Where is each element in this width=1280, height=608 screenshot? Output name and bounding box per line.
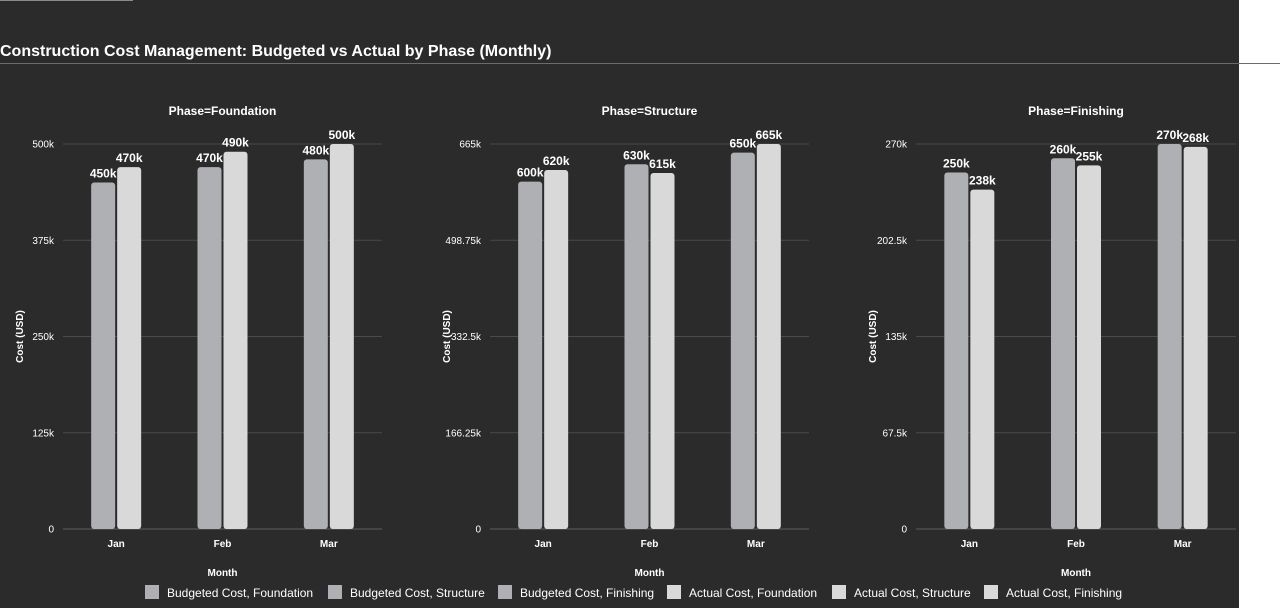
bar-budgeted (303, 159, 328, 529)
data-label: 600k (517, 166, 544, 180)
data-label: 490k (222, 136, 249, 150)
data-label: 238k (969, 174, 996, 188)
data-label: 620k (543, 154, 570, 168)
bar-actual (1183, 146, 1208, 529)
x-tick-label: Jan (961, 539, 978, 550)
y-tick-label: 0 (48, 525, 54, 536)
data-label: 500k (328, 128, 355, 142)
legend-swatch (984, 585, 998, 599)
x-tick-label: Mar (320, 539, 338, 550)
bar-actual (650, 172, 675, 529)
legend-label: Actual Cost, Finishing (1006, 586, 1122, 600)
top-tab-indicator (0, 0, 133, 1)
chart-title: Construction Cost Management: Budgeted v… (0, 43, 552, 60)
facet-title: Phase=Foundation (169, 104, 277, 118)
y-tick-label: 498.75k (445, 236, 482, 247)
bar-budgeted (730, 152, 755, 529)
x-tick-label: Feb (641, 539, 659, 550)
data-label: 255k (1076, 149, 1103, 163)
bar-actual (329, 144, 354, 529)
x-tick-label: Jan (108, 539, 125, 550)
data-label: 615k (649, 157, 676, 171)
title-divider (0, 63, 1280, 64)
legend-swatch (667, 585, 681, 599)
x-tick-label: Feb (214, 539, 232, 550)
x-tick-label: Feb (1067, 539, 1085, 550)
data-label: 470k (116, 151, 143, 165)
legend-swatch (498, 585, 512, 599)
y-tick-label: 0 (901, 525, 907, 536)
legend-swatch (832, 585, 846, 599)
x-tick-label: Jan (535, 539, 552, 550)
bar-actual (970, 189, 995, 529)
legend-swatch (328, 585, 342, 599)
data-label: 268k (1182, 131, 1209, 145)
bar-actual (544, 170, 569, 530)
y-tick-label: 67.5k (883, 428, 908, 439)
y-tick-label: 375k (32, 236, 55, 247)
bar-actual (1077, 165, 1101, 529)
y-tick-label: 125k (32, 428, 55, 439)
y-axis-label: Cost (USD) (442, 310, 453, 363)
bar-budgeted (197, 167, 222, 529)
y-tick-label: 500k (32, 140, 55, 151)
data-label: 270k (1156, 128, 1183, 142)
bar-budgeted (944, 172, 969, 529)
data-label: 665k (755, 128, 782, 142)
data-label: 480k (302, 143, 329, 157)
y-tick-label: 202.5k (877, 236, 908, 247)
legend-swatch (145, 585, 159, 599)
data-label: 260k (1050, 142, 1077, 156)
facet-title: Phase=Finishing (1028, 104, 1124, 118)
legend-label: Budgeted Cost, Finishing (520, 586, 654, 600)
data-label: 630k (623, 148, 650, 162)
legend-label: Actual Cost, Structure (854, 586, 971, 600)
data-label: 450k (90, 167, 117, 181)
x-axis-label: Month (1061, 568, 1091, 579)
bar-actual (117, 167, 142, 529)
y-tick-label: 332.5k (451, 332, 482, 343)
x-tick-label: Mar (1174, 539, 1192, 550)
bar-budgeted (1157, 144, 1182, 529)
bar-budgeted (624, 164, 649, 529)
y-axis-label: Cost (USD) (868, 310, 879, 363)
bar-actual (223, 151, 248, 529)
bar-budgeted (518, 181, 543, 529)
y-tick-label: 166.25k (445, 428, 482, 439)
data-label: 250k (943, 157, 970, 171)
y-tick-label: 665k (459, 140, 482, 151)
y-tick-label: 250k (32, 332, 55, 343)
y-tick-label: 0 (475, 525, 481, 536)
facet-title: Phase=Structure (602, 104, 698, 118)
data-label: 470k (196, 151, 223, 165)
bar-budgeted (91, 182, 116, 529)
x-axis-label: Month (635, 568, 665, 579)
bar-actual (756, 144, 781, 529)
data-label: 650k (729, 137, 756, 151)
y-tick-label: 135k (885, 332, 908, 343)
x-tick-label: Mar (747, 539, 765, 550)
y-axis-label: Cost (USD) (15, 310, 26, 363)
legend-label: Budgeted Cost, Structure (350, 586, 485, 600)
y-tick-label: 270k (885, 140, 908, 151)
x-axis-label: Month (208, 568, 238, 579)
legend-label: Actual Cost, Foundation (689, 586, 817, 600)
legend-label: Budgeted Cost, Foundation (167, 586, 313, 600)
bar-budgeted (1051, 158, 1075, 529)
